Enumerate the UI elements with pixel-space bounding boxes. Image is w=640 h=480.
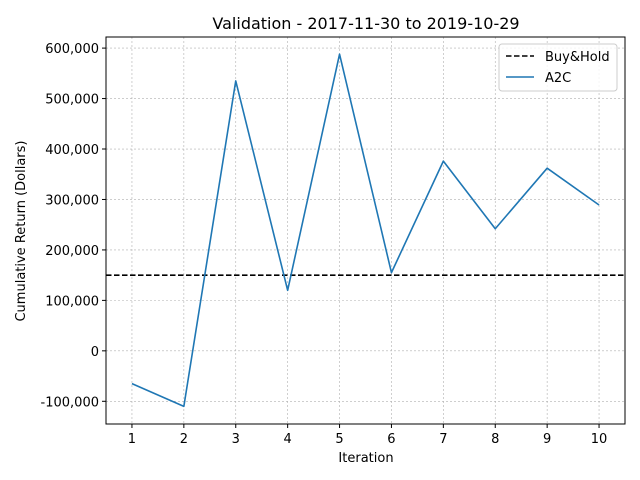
y-tick-label: -100,000 — [41, 395, 99, 410]
y-tick-label: 500,000 — [45, 93, 99, 108]
x-tick-label: 6 — [387, 432, 395, 447]
plot-frame — [105, 36, 626, 425]
y-tick-label: 0 — [91, 345, 99, 360]
series-layer — [106, 53, 625, 408]
grid — [106, 37, 625, 424]
x-tick-label: 3 — [232, 432, 240, 447]
x-axis-title: Iteration — [338, 451, 393, 466]
y-tick-label: 200,000 — [45, 244, 99, 259]
x-tick-label: 4 — [284, 432, 292, 447]
x-tick-label: 2 — [180, 432, 188, 447]
y-axis-title: Cumulative Return (Dollars) — [14, 140, 29, 321]
y-tick-label: 100,000 — [45, 294, 99, 309]
x-tick-label: 8 — [491, 432, 499, 447]
legend-label-buyhold: Buy&Hold — [545, 50, 610, 65]
y-axis-ticks: -100,000 0 100,000 200,000 300,000 400,000 500… — [41, 42, 106, 410]
y-tick-label: 600,000 — [45, 42, 99, 57]
x-tick-label: 1 — [128, 432, 136, 447]
chart-title: Validation - 2017-11-30 to 2019-10-29 — [212, 14, 519, 33]
y-tick-label: 300,000 — [45, 193, 99, 208]
legend-label-a2c: A2C — [545, 71, 571, 86]
series-line-a2c — [131, 53, 600, 408]
legend: Buy&Hold A2C — [498, 43, 618, 92]
y-tick-label: 400,000 — [45, 143, 99, 158]
x-tick-label: 10 — [591, 432, 608, 447]
x-tick-label: 7 — [439, 432, 447, 447]
x-axis-ticks: 1 2 3 4 5 6 7 8 9 10 — [128, 424, 608, 447]
x-tick-label: 9 — [543, 432, 551, 447]
legend-box — [498, 43, 618, 92]
x-tick-label: 5 — [335, 432, 343, 447]
